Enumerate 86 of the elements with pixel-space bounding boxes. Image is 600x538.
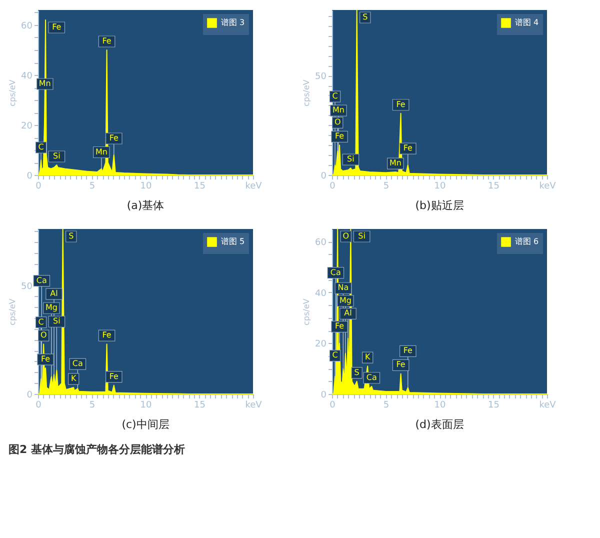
x-tick-label: 0	[330, 400, 336, 410]
y-tick-label: 40	[315, 288, 327, 299]
y-tick-label: 50	[21, 282, 33, 292]
annotation: Mn	[389, 158, 402, 168]
annotation: Mn	[95, 147, 108, 156]
x-tick-label: 5	[89, 182, 96, 192]
y-tick-label: 20	[315, 340, 327, 350]
y-tick-label: 20	[21, 122, 33, 132]
annotation: Si	[347, 154, 354, 164]
annotation: K	[70, 374, 77, 383]
y-tick-label: 0	[26, 390, 33, 400]
annotation: C	[332, 350, 338, 360]
y-axis-title: cps/eV	[302, 79, 312, 106]
annotation: S	[354, 368, 360, 377]
annotation: Ca	[366, 372, 378, 382]
annotation: Mg	[339, 296, 352, 305]
x-tick-label: 15	[194, 400, 206, 410]
x-tick-label: 10	[434, 182, 446, 192]
annotation: Al	[50, 288, 58, 298]
annotation: S	[68, 232, 74, 240]
x-tick-label: 5	[89, 400, 96, 410]
annotation: Fe	[102, 36, 112, 46]
annotation: Mg	[45, 303, 58, 312]
annotation: Fe	[109, 134, 119, 142]
x-tick-label: 0	[330, 182, 336, 192]
x-tick-label: 15	[488, 400, 500, 410]
y-tick-label: 0	[320, 390, 327, 400]
annotation: Mn	[38, 79, 51, 88]
legend-label: 谱图 6	[515, 237, 539, 246]
y-tick-label: 0	[26, 172, 33, 182]
annotation: Ca	[330, 268, 341, 277]
annotation: Ca	[36, 276, 47, 285]
x-tick-label: 0	[36, 182, 42, 192]
y-axis-title: cps/eV	[302, 298, 312, 326]
annotation: Fe	[40, 354, 50, 364]
annotation: C	[38, 142, 44, 152]
annotation: O	[334, 118, 341, 127]
x-tick-label: keV	[539, 400, 557, 410]
x-tick-label: 5	[383, 400, 390, 410]
legend-label: 谱图 4	[515, 18, 539, 27]
annotation: K	[364, 352, 371, 362]
legend-label: 谱图 3	[221, 18, 245, 27]
y-tick-label: 60	[21, 22, 33, 32]
y-tick-label: 60	[315, 238, 327, 248]
legend-label: 谱图 5	[221, 237, 245, 246]
annotation: Mn	[332, 106, 344, 115]
annotation: Fe	[334, 132, 344, 141]
annotation: S	[362, 12, 368, 22]
annotation: O	[40, 330, 47, 340]
text: (a)基体	[126, 199, 164, 212]
text: (d)表面层	[415, 418, 464, 431]
y-tick-label: 40	[21, 72, 33, 82]
annotation: Fe	[403, 144, 413, 153]
annotation: Fe	[396, 100, 406, 109]
annotation: Si	[53, 316, 60, 326]
y-tick-label: 0	[320, 172, 327, 182]
annotation: Fe	[109, 372, 119, 381]
annotation: O	[342, 232, 350, 240]
caption: 图2 基体与腐蚀产物各分层能谱分析	[8, 443, 186, 456]
annotation: Al	[344, 308, 352, 318]
x-tick-label: 15	[194, 182, 206, 192]
annotation: Si	[358, 232, 366, 240]
annotation: Fe	[334, 322, 344, 331]
y-axis-title: cps/eV	[8, 298, 18, 326]
annotation: Ca	[72, 359, 84, 368]
annotation: C	[38, 317, 44, 326]
annotation: C	[332, 92, 338, 101]
annotation: Fe	[52, 22, 62, 32]
y-tick-label: 50	[315, 72, 327, 82]
x-tick-label: keV	[245, 400, 263, 410]
annotation: Fe	[396, 360, 406, 370]
x-tick-label: 0	[36, 400, 42, 410]
text: (b)贴近层	[415, 199, 464, 212]
annotation: Fe	[403, 346, 413, 356]
y-axis-title: cps/eV	[8, 79, 18, 106]
annotation: Si	[53, 152, 60, 160]
x-tick-label: 10	[140, 182, 152, 192]
x-tick-label: 10	[140, 400, 152, 410]
annotation: Na	[338, 283, 349, 292]
text: (c)中间层	[122, 418, 170, 431]
x-tick-label: 5	[383, 182, 390, 192]
x-tick-label: keV	[539, 182, 557, 192]
x-tick-label: keV	[245, 182, 263, 192]
x-tick-label: 15	[488, 182, 500, 192]
annotation: Fe	[102, 330, 112, 340]
x-tick-label: 10	[434, 400, 446, 410]
